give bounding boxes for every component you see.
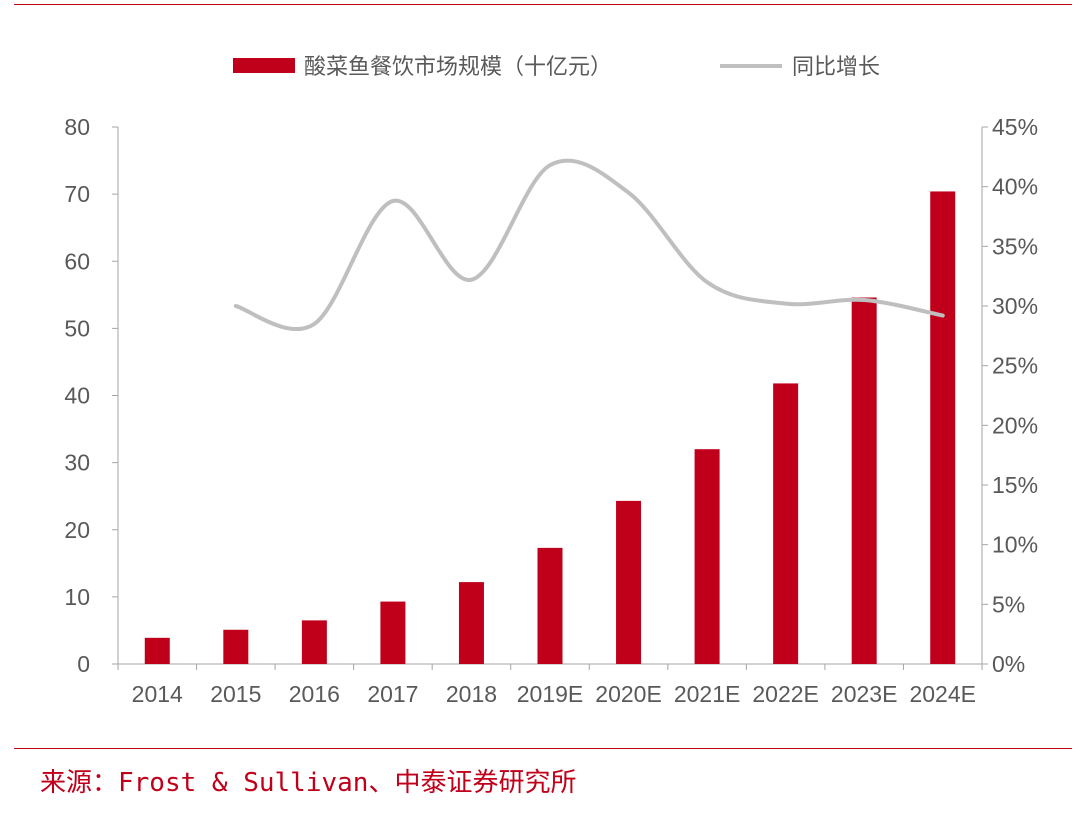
right-tick-label: 40% (992, 174, 1038, 200)
left-tick-label: 0 (77, 651, 90, 677)
left-tick-label: 20 (64, 517, 90, 543)
x-tick-label: 2023E (831, 681, 898, 707)
chart: 0 10 20 30 40 50 60 70 80 0% 5% 10% 15% 20% 25% 30% 35% 4… (64, 55, 1038, 707)
left-tick-label: 30 (64, 450, 90, 476)
bottom-rule (14, 748, 1072, 749)
x-tick-label: 2019E (517, 681, 584, 707)
x-tick-label: 2015 (210, 681, 261, 707)
x-tick-label: 2016 (289, 681, 340, 707)
right-tick-label: 35% (992, 233, 1038, 259)
bar-2024E (930, 191, 956, 664)
bar-2019E (537, 547, 563, 664)
x-tick-label: 2014 (132, 681, 183, 707)
x-tick-label: 2024E (909, 681, 976, 707)
left-tick-label: 70 (64, 181, 90, 207)
growth-line (233, 158, 945, 332)
right-tick-label: 30% (992, 293, 1038, 319)
bar-2020E (616, 500, 642, 664)
x-tick-label: 2017 (367, 681, 418, 707)
legend-swatch-bar (233, 58, 295, 73)
x-tick-label: 2018 (446, 681, 497, 707)
right-tick-label: 15% (992, 472, 1038, 498)
right-tick-label: 45% (992, 114, 1038, 140)
right-tick-label: 10% (992, 532, 1038, 558)
source-note: 来源：Frost & Sullivan、中泰证券研究所 (40, 768, 577, 798)
bar-2015 (223, 629, 249, 664)
top-rule (14, 4, 1072, 5)
bar-2016 (301, 620, 327, 664)
left-tick-label: 60 (64, 248, 90, 274)
x-tick-label: 2022E (752, 681, 819, 707)
right-tick-label: 25% (992, 353, 1038, 379)
bar-2017 (380, 601, 406, 664)
bar-2022E (773, 383, 799, 664)
bar-2023E (851, 297, 877, 664)
right-tick-label: 0% (992, 651, 1025, 677)
bar-2018 (458, 582, 484, 664)
right-tick-label: 5% (992, 591, 1025, 617)
left-tick-label: 10 (64, 584, 90, 610)
right-tick-label: 20% (992, 412, 1038, 438)
legend-label-bar: 酸菜鱼餐饮市场规模（十亿元） (304, 55, 612, 80)
left-tick-label: 50 (64, 315, 90, 341)
left-tick-label: 80 (64, 114, 90, 140)
x-tick-label: 2020E (595, 681, 662, 707)
legend-label-line: 同比增长 (792, 55, 880, 80)
x-tick-label: 2021E (674, 681, 741, 707)
bar-2021E (694, 449, 720, 664)
bar-2014 (144, 637, 170, 664)
left-tick-label: 40 (64, 383, 90, 409)
